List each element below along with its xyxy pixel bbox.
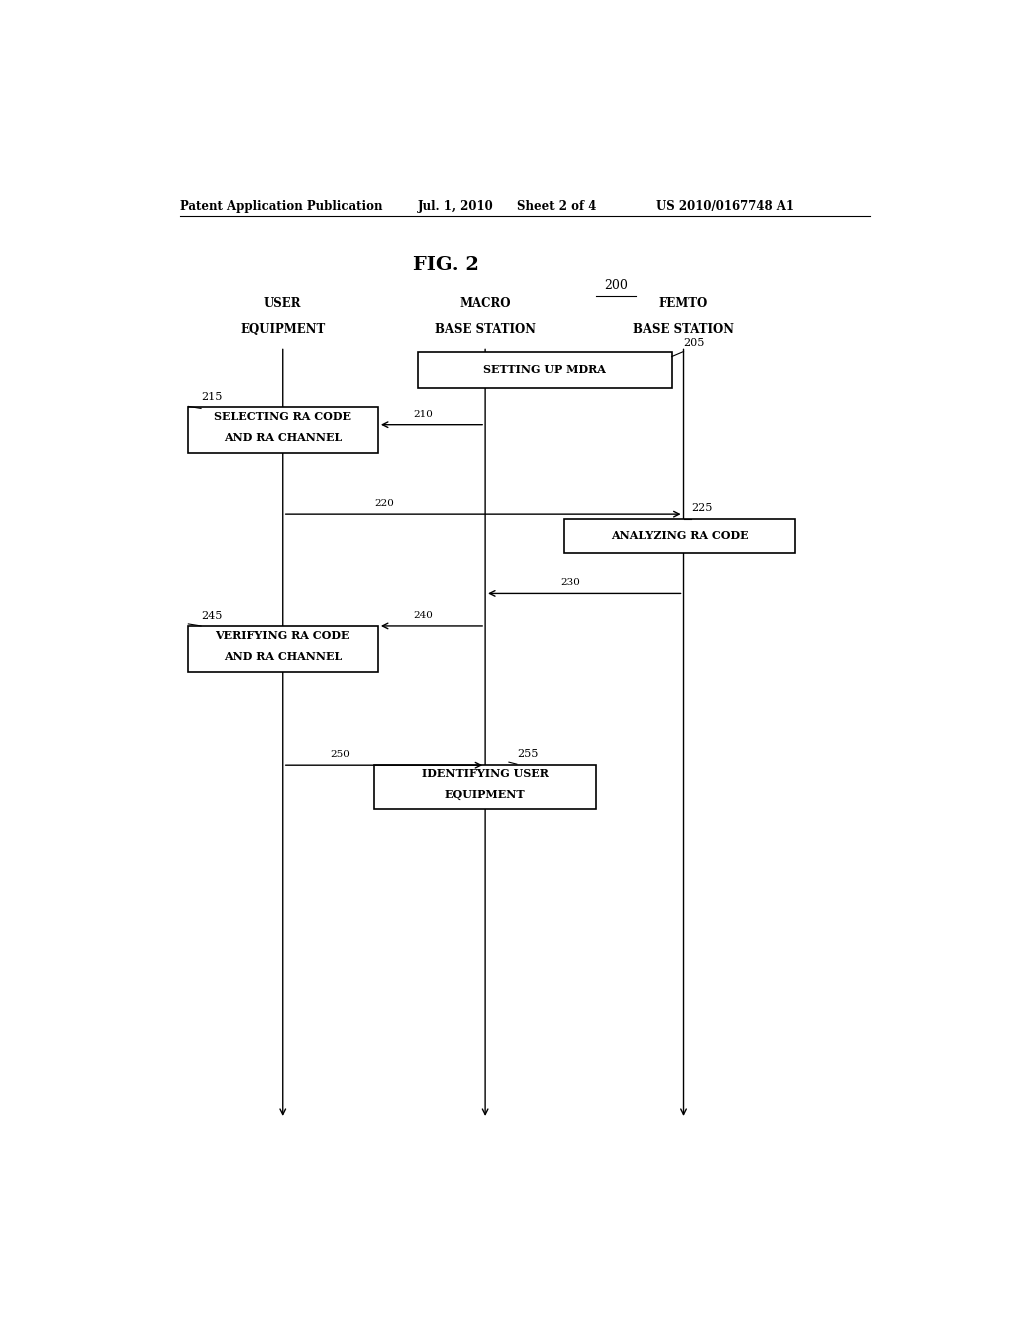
Text: EQUIPMENT: EQUIPMENT [240,323,326,337]
Text: FEMTO: FEMTO [658,297,709,310]
Text: EQUIPMENT: EQUIPMENT [444,789,525,800]
Text: 215: 215 [201,392,222,403]
Text: US 2010/0167748 A1: US 2010/0167748 A1 [655,199,794,213]
Bar [418,351,672,388]
Text: USER: USER [264,297,301,310]
Text: AND RA CHANNEL: AND RA CHANNEL [223,433,342,444]
Text: 245: 245 [201,611,222,620]
Text: Patent Application Publication: Patent Application Publication [179,199,382,213]
Bar [187,626,378,672]
Text: 255: 255 [517,748,539,759]
Text: 220: 220 [374,499,394,508]
Text: SELECTING RA CODE: SELECTING RA CODE [214,411,351,422]
Text: BASE STATION: BASE STATION [434,323,536,337]
Text: FIG. 2: FIG. 2 [413,256,478,275]
Text: MACRO: MACRO [460,297,511,310]
Text: 205: 205 [684,338,705,348]
Text: VERIFYING RA CODE: VERIFYING RA CODE [215,630,350,640]
Text: ANALYZING RA CODE: ANALYZING RA CODE [610,531,749,541]
Text: AND RA CHANNEL: AND RA CHANNEL [223,651,342,661]
Text: 230: 230 [560,578,581,587]
Text: Sheet 2 of 4: Sheet 2 of 4 [517,199,596,213]
Text: 250: 250 [331,750,350,759]
Text: Jul. 1, 2010: Jul. 1, 2010 [418,199,494,213]
Text: 225: 225 [691,503,713,513]
Text: BASE STATION: BASE STATION [633,323,734,337]
Bar [374,766,596,809]
Bar [564,519,795,553]
Text: SETTING UP MDRA: SETTING UP MDRA [483,364,606,375]
Text: 240: 240 [414,611,433,620]
Bar [187,408,378,453]
Text: 210: 210 [414,409,433,418]
Text: IDENTIFYING USER: IDENTIFYING USER [422,768,549,779]
Text: 200: 200 [604,279,628,292]
